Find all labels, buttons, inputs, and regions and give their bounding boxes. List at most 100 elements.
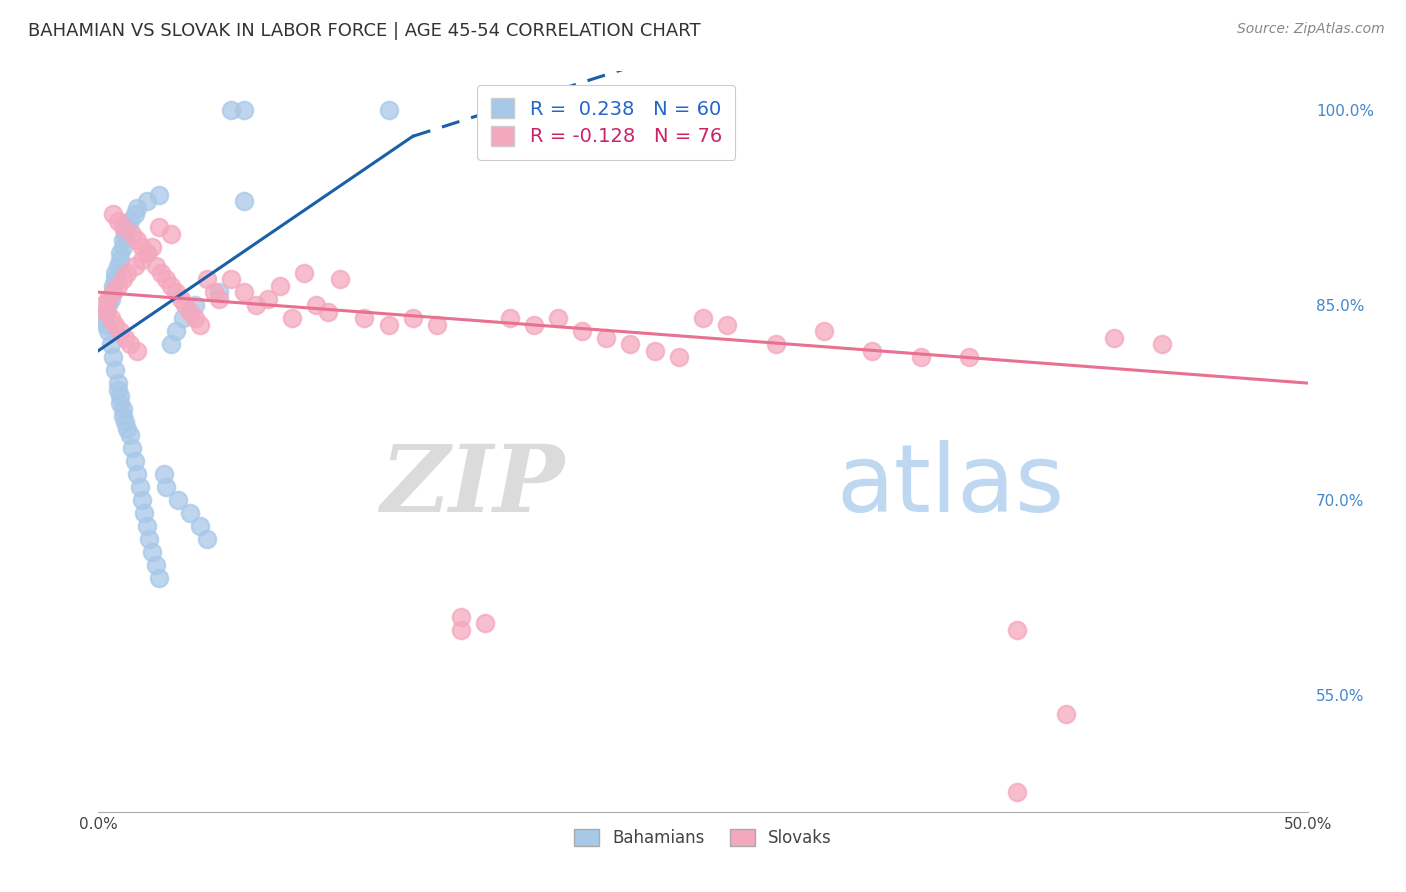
Point <box>108 324 131 338</box>
Point <box>402 311 425 326</box>
Point <box>269 278 291 293</box>
Point <box>108 389 131 403</box>
Point <box>131 493 153 508</box>
Point <box>135 519 157 533</box>
Point <box>104 318 127 332</box>
Point <box>145 259 167 273</box>
Point <box>101 285 124 300</box>
Point <box>94 318 117 332</box>
Point <box>124 207 146 221</box>
Point <box>716 318 738 332</box>
Point <box>150 266 173 280</box>
Point <box>118 428 141 442</box>
Point <box>127 201 149 215</box>
Legend: Bahamians, Slovaks: Bahamians, Slovaks <box>565 821 841 855</box>
Point <box>108 395 131 409</box>
Point <box>668 350 690 364</box>
Point <box>117 421 139 435</box>
Point <box>1152 337 1174 351</box>
Point <box>135 246 157 260</box>
Point <box>179 506 201 520</box>
Point <box>281 311 304 326</box>
Point <box>101 207 124 221</box>
Point <box>184 298 207 312</box>
Point <box>523 318 546 332</box>
Point <box>111 240 134 254</box>
Point <box>100 311 122 326</box>
Point <box>100 292 122 306</box>
Point <box>155 272 177 286</box>
Point <box>107 213 129 227</box>
Point <box>104 363 127 377</box>
Point <box>111 402 134 417</box>
Point <box>97 298 120 312</box>
Point <box>128 480 150 494</box>
Point <box>813 324 835 338</box>
Point <box>172 311 194 326</box>
Point <box>117 266 139 280</box>
Point <box>118 213 141 227</box>
Point <box>127 233 149 247</box>
Point <box>160 227 183 241</box>
Point <box>245 298 267 312</box>
Point <box>141 545 163 559</box>
Point <box>188 318 211 332</box>
Point <box>644 343 666 358</box>
Point <box>118 337 141 351</box>
Point <box>232 103 254 118</box>
Point <box>141 240 163 254</box>
Point <box>131 240 153 254</box>
Point <box>195 532 218 546</box>
Point <box>101 350 124 364</box>
Point <box>135 194 157 209</box>
Point <box>155 480 177 494</box>
Point <box>91 311 114 326</box>
Point <box>160 278 183 293</box>
Point <box>450 623 472 637</box>
Point <box>377 318 399 332</box>
Point <box>138 532 160 546</box>
Point <box>1102 331 1125 345</box>
Point <box>426 318 449 332</box>
Point <box>1054 707 1077 722</box>
Point <box>184 311 207 326</box>
Point <box>329 272 352 286</box>
Point <box>208 285 231 300</box>
Point <box>1007 785 1029 799</box>
Point <box>148 220 170 235</box>
Point <box>353 311 375 326</box>
Point <box>498 311 520 326</box>
Text: ZIP: ZIP <box>380 441 564 531</box>
Point <box>124 259 146 273</box>
Point <box>111 409 134 423</box>
Text: Source: ZipAtlas.com: Source: ZipAtlas.com <box>1237 22 1385 37</box>
Point <box>145 558 167 572</box>
Point <box>131 252 153 267</box>
Point <box>111 272 134 286</box>
Point <box>208 292 231 306</box>
Point <box>117 220 139 235</box>
Point <box>104 266 127 280</box>
Point <box>107 376 129 390</box>
Point <box>169 292 191 306</box>
Point <box>97 324 120 338</box>
Point <box>97 292 120 306</box>
Point <box>107 383 129 397</box>
Point <box>1007 623 1029 637</box>
Point <box>107 278 129 293</box>
Point <box>108 246 131 260</box>
Point <box>619 337 641 351</box>
Point <box>188 519 211 533</box>
Point <box>114 331 136 345</box>
Point <box>152 467 174 481</box>
Point <box>292 266 315 280</box>
Point <box>104 272 127 286</box>
Point <box>256 292 278 306</box>
Point <box>957 350 980 364</box>
Point <box>121 227 143 241</box>
Point <box>148 187 170 202</box>
Point <box>91 298 114 312</box>
Point <box>232 285 254 300</box>
Point <box>165 324 187 338</box>
Point <box>111 233 134 247</box>
